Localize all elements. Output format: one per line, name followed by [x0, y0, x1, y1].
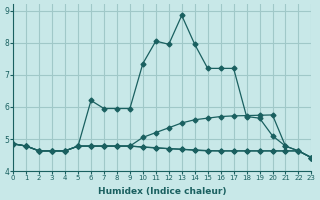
X-axis label: Humidex (Indice chaleur): Humidex (Indice chaleur) — [98, 187, 227, 196]
